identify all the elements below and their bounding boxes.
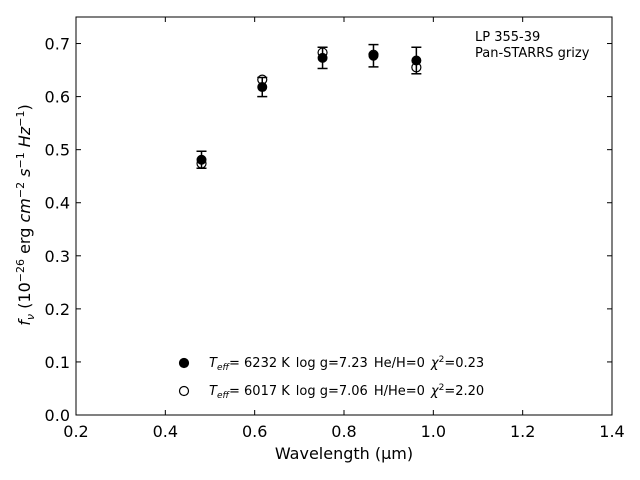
model-point-filled (317, 52, 328, 63)
x-tick-label: 0.4 (153, 422, 178, 441)
model-point-filled (257, 82, 268, 93)
y-tick-label: 0.1 (45, 353, 70, 372)
annotation-object-name: LP 355-39 (475, 30, 540, 45)
y-tick-label: 0.2 (45, 300, 70, 319)
y-tick-label: 0.6 (45, 88, 70, 107)
y-tick-label: 0.7 (45, 35, 70, 54)
x-tick-label: 0.6 (242, 422, 267, 441)
model-point-filled (368, 50, 379, 61)
x-axis-label: Wavelength (μm) (275, 444, 413, 463)
data-points (196, 43, 422, 169)
y-tick-label: 0.3 (45, 247, 70, 266)
y-axis-label: fν (10−26 erg cm−2 s−1 Hz−1) (14, 104, 37, 325)
x-tick-label: 0.2 (63, 422, 88, 441)
x-tick-label: 1.2 (510, 422, 535, 441)
y-tick-label: 0.5 (45, 141, 70, 160)
annotation-survey: Pan-STARRS grizy (475, 46, 590, 61)
legend-marker-open (178, 385, 190, 397)
model-point-filled (411, 55, 422, 66)
x-tick-label: 0.8 (331, 422, 356, 441)
y-tick-label: 0.4 (45, 194, 70, 213)
x-tick-label: 1.4 (599, 422, 624, 441)
legend-marker-filled (178, 357, 190, 369)
y-tick-label: 0.0 (45, 406, 70, 425)
model-point-filled (196, 154, 207, 165)
axes-ticks: 0.2 0.4 0.6 0.8 1.0 1.2 1.4 0.0 0.1 0.2 0.3 0.4 0.5 0… (45, 17, 625, 441)
x-tick-label: 1.0 (421, 422, 446, 441)
